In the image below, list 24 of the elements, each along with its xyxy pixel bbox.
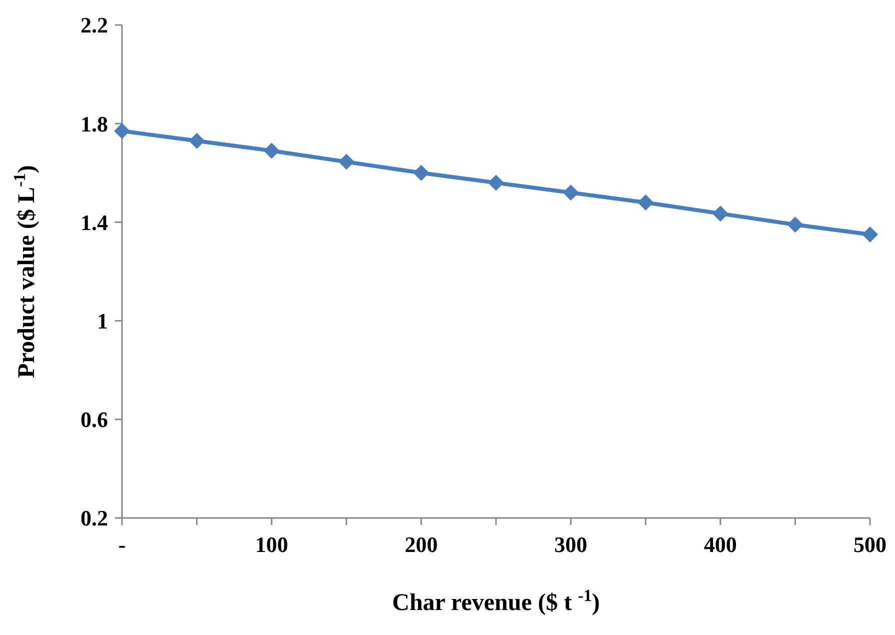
x-tick-label: - — [118, 532, 126, 557]
point — [114, 122, 130, 139]
y-tick-label: 1.8 — [80, 111, 108, 136]
x-tick-label: 200 — [404, 532, 438, 557]
point — [862, 226, 878, 243]
point — [488, 174, 504, 191]
point — [188, 132, 205, 149]
point — [638, 194, 654, 210]
x-tick-label: 100 — [255, 532, 288, 557]
x-tick-label: 300 — [554, 532, 588, 557]
y-tick-label: 1 — [97, 308, 108, 334]
x-tick-label: 400 — [704, 532, 737, 557]
point — [712, 206, 728, 222]
y-tick-label: 2.2 — [80, 12, 108, 38]
point — [338, 154, 354, 170]
y-tick-label: 0.2 — [80, 506, 108, 531]
point — [264, 142, 280, 159]
point — [787, 216, 804, 233]
x-axis-title: Char revenue ($ t $^{-1}$) — [392, 586, 600, 616]
point — [413, 164, 430, 181]
y-tick-label: 0.6 — [80, 407, 108, 432]
point — [562, 184, 579, 201]
x-tick-label: 500 — [854, 532, 886, 557]
y-tick-label: 1.4 — [80, 210, 108, 235]
